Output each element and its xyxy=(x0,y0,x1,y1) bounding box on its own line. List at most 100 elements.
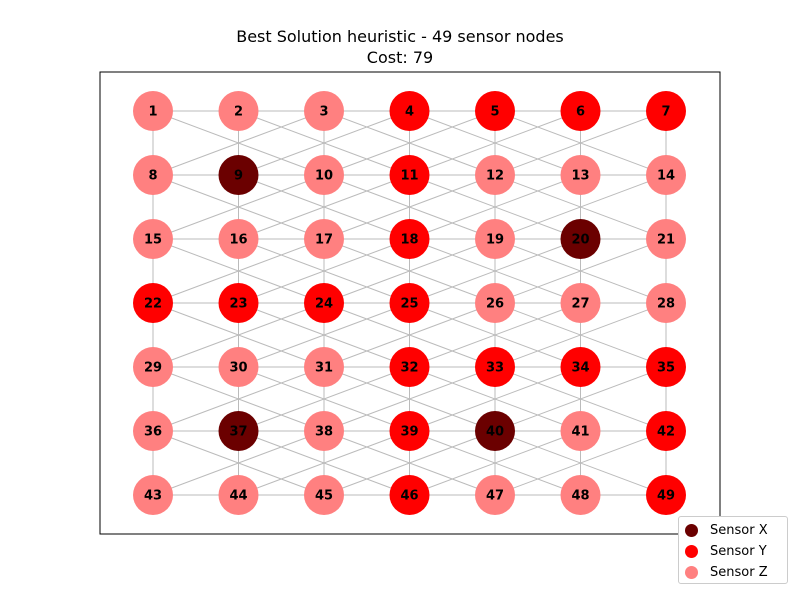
edge xyxy=(323,174,496,240)
sensor-node-label: 37 xyxy=(229,425,247,440)
sensor-node-label: 33 xyxy=(486,361,504,376)
edge xyxy=(152,430,325,496)
edge xyxy=(323,110,496,176)
sensor-node-32 xyxy=(389,347,430,387)
sensor-node-20 xyxy=(560,219,601,259)
edge xyxy=(152,110,325,176)
sensor-node-38 xyxy=(304,411,344,451)
sensor-node-label: 24 xyxy=(315,297,333,312)
sensor-node-16 xyxy=(218,219,259,259)
sensor-node-label: 10 xyxy=(315,169,333,184)
edge xyxy=(409,366,581,432)
sensor-node-label: 49 xyxy=(657,489,675,504)
sensor-node-27 xyxy=(560,283,601,323)
sensor-node-33 xyxy=(475,347,515,387)
sensor-node-11 xyxy=(389,155,430,195)
sensor-node-label: 15 xyxy=(144,233,162,248)
legend-item-sensor-z: Sensor Z xyxy=(685,563,768,581)
sensor-node-label: 12 xyxy=(486,169,504,184)
edge xyxy=(323,238,496,304)
sensor-node-label: 16 xyxy=(229,233,247,248)
sensor-node-label: 5 xyxy=(490,105,499,120)
sensor-node-label: 48 xyxy=(571,489,589,504)
edge xyxy=(409,302,581,368)
sensor-node-label: 40 xyxy=(486,425,504,440)
sensor-node-34 xyxy=(560,347,601,387)
edge xyxy=(323,302,496,368)
sensor-node-6 xyxy=(560,91,601,131)
sensor-node-42 xyxy=(646,411,686,451)
edge xyxy=(238,110,410,176)
sensor-node-3 xyxy=(304,91,344,131)
edge xyxy=(152,302,325,368)
sensor-node-label: 7 xyxy=(661,105,670,120)
edge xyxy=(409,430,581,496)
sensor-node-label: 39 xyxy=(400,425,418,440)
sensor-node-28 xyxy=(646,283,686,323)
sensor-node-5 xyxy=(475,91,515,131)
sensor-node-label: 13 xyxy=(571,169,589,184)
sensor-node-label: 45 xyxy=(315,489,333,504)
sensor-node-label: 26 xyxy=(486,297,504,312)
legend: Sensor X Sensor Y Sensor Z xyxy=(678,516,788,584)
sensor-node-label: 29 xyxy=(144,361,162,376)
sensor-node-35 xyxy=(646,347,686,387)
sensor-node-label: 28 xyxy=(657,297,675,312)
edge xyxy=(238,430,410,496)
edge xyxy=(323,366,496,432)
edge xyxy=(238,366,410,432)
edge xyxy=(409,238,581,304)
sensor-node-label: 23 xyxy=(229,297,247,312)
sensor-node-label: 42 xyxy=(657,425,675,440)
edge xyxy=(409,110,581,176)
sensor-node-15 xyxy=(133,219,173,259)
sensor-node-label: 8 xyxy=(148,169,157,184)
edge xyxy=(494,366,667,432)
sensor-node-43 xyxy=(133,475,173,515)
sensor-node-label: 35 xyxy=(657,361,675,376)
sensor-node-label: 41 xyxy=(571,425,589,440)
edge xyxy=(494,238,667,304)
plot-frame xyxy=(99,71,721,535)
sensor-node-45 xyxy=(304,475,344,515)
edge xyxy=(152,174,325,240)
sensor-node-14 xyxy=(646,155,686,195)
sensor-node-label: 18 xyxy=(400,233,418,248)
edge xyxy=(409,174,581,240)
sensor-node-label: 32 xyxy=(400,361,418,376)
edge xyxy=(323,430,496,496)
edge xyxy=(494,174,667,240)
sensor-node-12 xyxy=(475,155,515,195)
figure-title: Best Solution heuristic - 49 sensor node… xyxy=(236,27,564,46)
sensor-node-label: 34 xyxy=(571,361,589,376)
sensor-node-label: 46 xyxy=(400,489,418,504)
edge xyxy=(152,238,325,304)
sensor-node-label: 17 xyxy=(315,233,333,248)
sensor-node-label: 27 xyxy=(571,297,589,312)
edge xyxy=(238,302,410,368)
sensor-node-10 xyxy=(304,155,344,195)
sensor-node-label: 11 xyxy=(400,169,418,184)
sensor-node-23 xyxy=(218,283,259,323)
sensor-node-22 xyxy=(133,283,173,323)
sensor-node-31 xyxy=(304,347,344,387)
edge xyxy=(494,302,667,368)
legend-marker-sensor-y xyxy=(685,544,698,558)
sensor-node-label: 25 xyxy=(400,297,418,312)
sensor-node-26 xyxy=(475,283,515,323)
sensor-node-18 xyxy=(389,219,430,259)
sensor-node-label: 31 xyxy=(315,361,333,376)
edge xyxy=(238,238,410,304)
sensor-node-label: 38 xyxy=(315,425,333,440)
sensor-node-19 xyxy=(475,219,515,259)
sensor-node-7 xyxy=(646,91,686,131)
legend-marker-sensor-z xyxy=(685,565,698,579)
legend-item-sensor-x: Sensor X xyxy=(685,521,768,539)
sensor-node-label: 9 xyxy=(234,169,243,184)
sensor-node-30 xyxy=(218,347,259,387)
edge xyxy=(494,430,667,496)
sensor-node-21 xyxy=(646,219,686,259)
edge xyxy=(494,110,667,176)
